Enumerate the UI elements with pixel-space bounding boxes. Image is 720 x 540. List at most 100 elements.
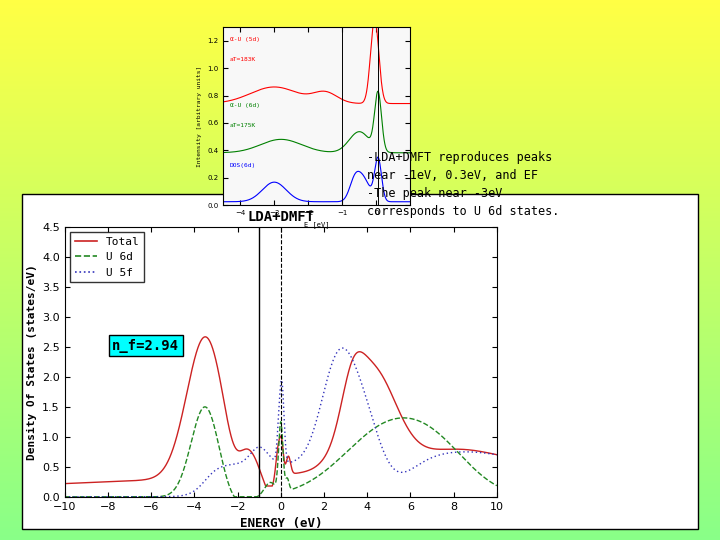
Bar	[0, 246, 720, 248]
Bar	[0, 286, 720, 289]
Bar	[0, 238, 720, 240]
Bar	[0, 0, 720, 3]
Total	[201, 334, 210, 340]
Bar	[0, 124, 720, 127]
Bar	[0, 483, 720, 486]
Bar	[0, 418, 720, 421]
Bar	[0, 89, 720, 92]
Bar	[0, 100, 720, 103]
Bar	[0, 35, 720, 38]
Bar	[0, 3, 720, 5]
Bar	[0, 343, 720, 346]
Text: -LDA+DMFT reproduces peaks
near -1eV, 0.3eV, and EF
-The peak near -3eV
correspo: -LDA+DMFT reproduces peaks near -1eV, 0.…	[367, 151, 559, 218]
Legend: Total, U 6d, U 5f: Total, U 6d, U 5f	[71, 232, 144, 282]
Bar	[0, 262, 720, 265]
Bar	[0, 159, 720, 162]
Bar	[0, 173, 720, 176]
Bar	[0, 294, 720, 297]
Bar	[0, 176, 720, 178]
Total	[135, 477, 144, 483]
Bar	[0, 389, 720, 392]
Bar	[0, 416, 720, 418]
Bar	[0, 278, 720, 281]
Bar	[0, 383, 720, 386]
Bar	[0, 518, 720, 521]
Bar	[0, 321, 720, 324]
U 5f	[338, 345, 347, 352]
U 5f	[484, 450, 492, 457]
Bar	[0, 437, 720, 440]
Bar	[0, 43, 720, 46]
Bar	[0, 513, 720, 516]
Bar	[0, 165, 720, 167]
Bar	[0, 186, 720, 189]
Bar	[0, 427, 720, 429]
Text: α-U (6d): α-U (6d)	[230, 103, 260, 107]
Bar	[0, 113, 720, 116]
Bar	[0, 481, 720, 483]
Bar	[0, 292, 720, 294]
Line: U 5f: U 5f	[65, 348, 497, 497]
Bar	[0, 300, 720, 302]
Bar	[0, 181, 720, 184]
Bar	[0, 329, 720, 332]
Bar	[0, 254, 720, 256]
Bar	[0, 119, 720, 122]
Bar	[0, 351, 720, 354]
Bar	[0, 478, 720, 481]
Bar	[0, 178, 720, 181]
Bar	[0, 378, 720, 381]
Bar	[0, 462, 720, 464]
Bar	[0, 170, 720, 173]
Bar	[0, 84, 720, 86]
Bar	[0, 346, 720, 348]
Bar	[0, 486, 720, 489]
Bar	[0, 446, 720, 448]
Total	[261, 483, 270, 489]
Bar	[0, 154, 720, 157]
Bar	[0, 472, 720, 475]
Bar	[0, 184, 720, 186]
Bar	[0, 68, 720, 70]
Bar	[0, 435, 720, 437]
Bar	[0, 532, 720, 535]
Bar	[0, 197, 720, 200]
Bar	[0, 219, 720, 221]
Total	[226, 431, 235, 437]
Bar	[0, 335, 720, 338]
Bar	[0, 402, 720, 405]
U 6d	[492, 482, 501, 489]
Bar	[0, 502, 720, 505]
Bar	[0, 27, 720, 30]
Bar	[0, 97, 720, 100]
Bar	[0, 281, 720, 284]
Bar	[0, 22, 720, 24]
U 5f	[135, 494, 144, 500]
Total	[485, 450, 493, 456]
Bar	[0, 516, 720, 518]
Bar	[0, 221, 720, 224]
Bar	[0, 270, 720, 273]
U 6d	[60, 494, 69, 500]
Total	[109, 478, 118, 485]
Bar	[0, 86, 720, 89]
Bar	[0, 94, 720, 97]
Bar	[0, 273, 720, 275]
Bar	[0, 310, 720, 313]
Bar	[0, 537, 720, 540]
Bar	[0, 224, 720, 227]
Bar	[0, 216, 720, 219]
Bar	[0, 424, 720, 427]
Bar	[0, 146, 720, 148]
Bar	[0, 138, 720, 140]
Bar	[0, 92, 720, 94]
Text: aT=183K: aT=183K	[230, 57, 256, 62]
U 6d	[245, 494, 253, 500]
Bar	[0, 475, 720, 478]
U 5f	[438, 451, 446, 457]
Bar	[0, 256, 720, 259]
Bar	[0, 232, 720, 235]
Bar	[0, 78, 720, 81]
U 6d	[109, 494, 118, 500]
Bar	[0, 440, 720, 443]
